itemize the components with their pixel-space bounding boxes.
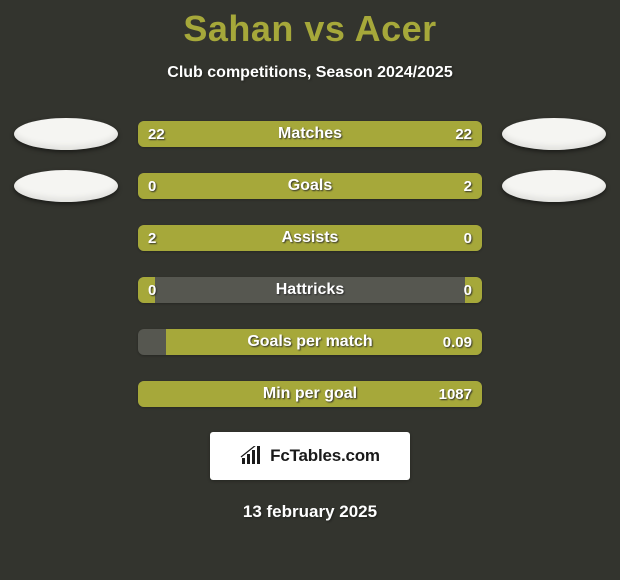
stat-bar-fill-right: [200, 173, 482, 199]
stat-bar-fill-right: [166, 329, 482, 355]
avatar-spacer: [14, 326, 118, 358]
avatar-spacer: [14, 378, 118, 410]
stat-row: Min per goal1087: [0, 378, 620, 410]
stat-bar-fill-right: [465, 277, 482, 303]
stat-bar: Min per goal1087: [138, 381, 482, 407]
stat-bar-fill-right: [310, 121, 482, 147]
stat-row: Goals02: [0, 170, 620, 202]
stats-area: Matches2222 Goals02 Assists20 Hattricks00 Go…: [0, 118, 620, 410]
stat-bar-fill-left: [138, 121, 310, 147]
logo-badge: FcTables.com: [210, 432, 410, 480]
avatar-spacer: [502, 274, 606, 306]
page-subtitle: Club competitions, Season 2024/2025: [167, 64, 452, 82]
stat-row: Hattricks00: [0, 274, 620, 306]
stat-bar-fill-right: [399, 225, 482, 251]
player-avatar-right: [502, 170, 606, 202]
avatar-spacer: [14, 222, 118, 254]
stat-bar-fill-left: [138, 225, 399, 251]
stat-bar-fill-right: [138, 381, 482, 407]
avatar-spacer: [502, 222, 606, 254]
chart-icon: [240, 446, 264, 466]
stat-bar: Assists20: [138, 225, 482, 251]
stat-label: Hattricks: [138, 277, 482, 303]
stat-bar: Goals02: [138, 173, 482, 199]
player-avatar-left: [14, 118, 118, 150]
avatar-spacer: [502, 326, 606, 358]
stat-bar: Goals per match0.09: [138, 329, 482, 355]
player-avatar-right: [502, 118, 606, 150]
stat-bar: Hattricks00: [138, 277, 482, 303]
stat-row: Matches2222: [0, 118, 620, 150]
date-label: 13 february 2025: [243, 502, 377, 522]
avatar-spacer: [14, 274, 118, 306]
stat-row: Assists20: [0, 222, 620, 254]
logo-text: FcTables.com: [270, 446, 380, 466]
player-avatar-left: [14, 170, 118, 202]
stat-bar-fill-left: [138, 173, 200, 199]
avatar-spacer: [502, 378, 606, 410]
stat-bar-fill-left: [138, 277, 155, 303]
content-root: Sahan vs Acer Club competitions, Season …: [0, 0, 620, 580]
stat-bar: Matches2222: [138, 121, 482, 147]
stat-row: Goals per match0.09: [0, 326, 620, 358]
page-title: Sahan vs Acer: [183, 8, 436, 50]
